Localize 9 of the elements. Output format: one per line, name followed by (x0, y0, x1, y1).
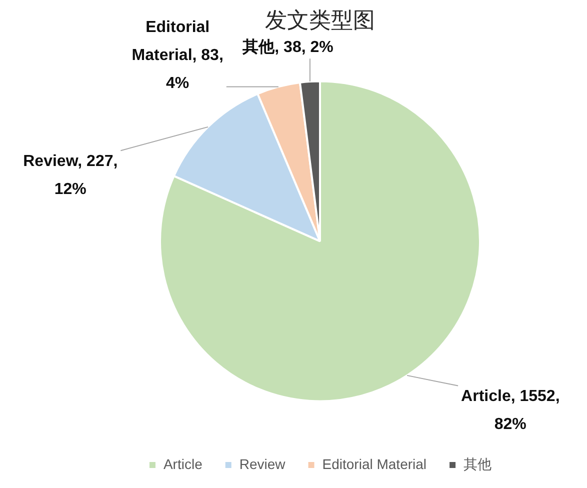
data-label: Article, 1552, 82% (461, 388, 560, 434)
legend-label: 其他 (464, 456, 492, 472)
legend-label: Article (163, 456, 203, 472)
data-label: Review, 227, 12% (23, 153, 118, 198)
data-label: 其他, 38, 2% (242, 38, 334, 56)
chart-title: 发文类型图 (265, 7, 375, 32)
legend-label: Editorial Material (322, 456, 427, 472)
data-label: Editorial Material, 83, 4% (132, 19, 224, 92)
legend-label: Review (239, 456, 286, 472)
